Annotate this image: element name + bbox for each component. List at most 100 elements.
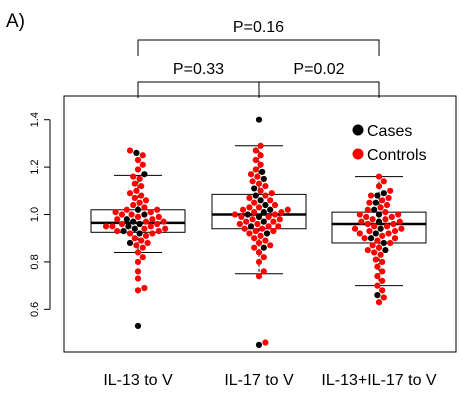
control-point xyxy=(275,223,282,230)
control-point xyxy=(138,237,145,244)
case-point xyxy=(141,211,148,218)
control-point xyxy=(375,299,383,306)
p-value-label: P=0.02 xyxy=(293,61,344,78)
control-point xyxy=(262,237,269,244)
case-point xyxy=(120,228,127,235)
case-point xyxy=(255,341,263,348)
case-point xyxy=(134,322,142,330)
control-point xyxy=(374,263,381,270)
control-point xyxy=(142,218,150,225)
control-point xyxy=(383,201,391,209)
comparison-bracket: P=0.16 xyxy=(137,19,380,56)
control-point xyxy=(139,161,146,168)
case-point xyxy=(130,218,137,225)
control-point xyxy=(262,339,269,346)
control-point xyxy=(265,223,272,230)
control-point xyxy=(241,225,248,232)
legend-marker xyxy=(352,148,364,160)
control-point xyxy=(377,251,384,258)
comparison-bracket: P=0.02 xyxy=(258,61,380,98)
case-point xyxy=(382,246,389,254)
control-point xyxy=(363,213,370,220)
case-point xyxy=(267,206,274,213)
control-point xyxy=(398,225,405,232)
control-point xyxy=(367,192,375,199)
case-point xyxy=(374,192,381,199)
control-point xyxy=(382,216,389,223)
control-point xyxy=(369,242,376,249)
control-point xyxy=(131,194,138,202)
control-point xyxy=(278,209,285,216)
y-tick-label: 0.8 xyxy=(29,254,41,269)
control-point xyxy=(142,197,150,204)
control-point xyxy=(138,192,145,199)
control-point xyxy=(251,244,258,251)
control-point xyxy=(271,211,279,218)
control-point xyxy=(134,268,142,275)
control-point xyxy=(374,282,381,289)
control-point xyxy=(366,199,373,206)
control-point xyxy=(268,190,275,197)
control-point xyxy=(366,228,373,235)
control-point xyxy=(267,242,274,249)
case-point xyxy=(380,190,387,197)
case-point xyxy=(380,239,387,247)
control-point xyxy=(364,220,371,228)
control-point xyxy=(270,228,277,235)
control-point xyxy=(255,273,263,280)
control-point xyxy=(374,273,381,280)
control-point xyxy=(257,161,264,168)
control-point xyxy=(131,235,138,242)
control-point xyxy=(142,232,150,239)
control-point xyxy=(356,211,363,218)
control-point xyxy=(356,230,363,237)
y-tick-label: 1.0 xyxy=(29,207,41,222)
control-point xyxy=(154,220,161,228)
control-point xyxy=(139,254,146,261)
control-point xyxy=(387,239,394,247)
control-point xyxy=(257,152,264,159)
case-point xyxy=(372,199,379,206)
significance-brackets: P=0.16 P=0.33 P=0.02 xyxy=(137,19,380,98)
control-point xyxy=(130,173,137,180)
case-point xyxy=(377,225,384,232)
control-point xyxy=(141,284,148,292)
control-point xyxy=(162,225,169,232)
control-point xyxy=(251,235,258,242)
control-point xyxy=(136,199,143,206)
control-point xyxy=(134,213,142,220)
control-point xyxy=(260,268,267,275)
control-point xyxy=(395,211,402,218)
control-point xyxy=(391,235,399,242)
control-point xyxy=(371,223,378,230)
control-point xyxy=(109,223,116,230)
control-point xyxy=(133,242,140,249)
control-point xyxy=(254,173,261,180)
control-point xyxy=(369,216,376,223)
control-point xyxy=(134,166,142,173)
case-point xyxy=(255,116,263,123)
control-point xyxy=(262,192,269,199)
control-point xyxy=(231,211,239,218)
case-point xyxy=(374,292,381,299)
control-point xyxy=(147,223,154,230)
control-point xyxy=(380,294,387,301)
control-point xyxy=(387,187,394,194)
control-point xyxy=(246,230,253,237)
case-point xyxy=(375,211,383,218)
control-point xyxy=(267,197,274,204)
control-point xyxy=(114,228,121,235)
control-point xyxy=(118,211,126,218)
case-point xyxy=(244,211,251,218)
case-point xyxy=(133,149,140,156)
control-point xyxy=(246,194,253,202)
control-point xyxy=(155,213,162,220)
y-tick-label: 0.6 xyxy=(29,302,41,317)
control-point xyxy=(259,225,266,232)
control-point xyxy=(139,152,146,159)
control-point xyxy=(260,254,267,261)
control-point xyxy=(364,206,371,213)
control-point xyxy=(149,230,156,237)
bracket-line xyxy=(137,39,380,56)
control-point xyxy=(255,204,263,211)
